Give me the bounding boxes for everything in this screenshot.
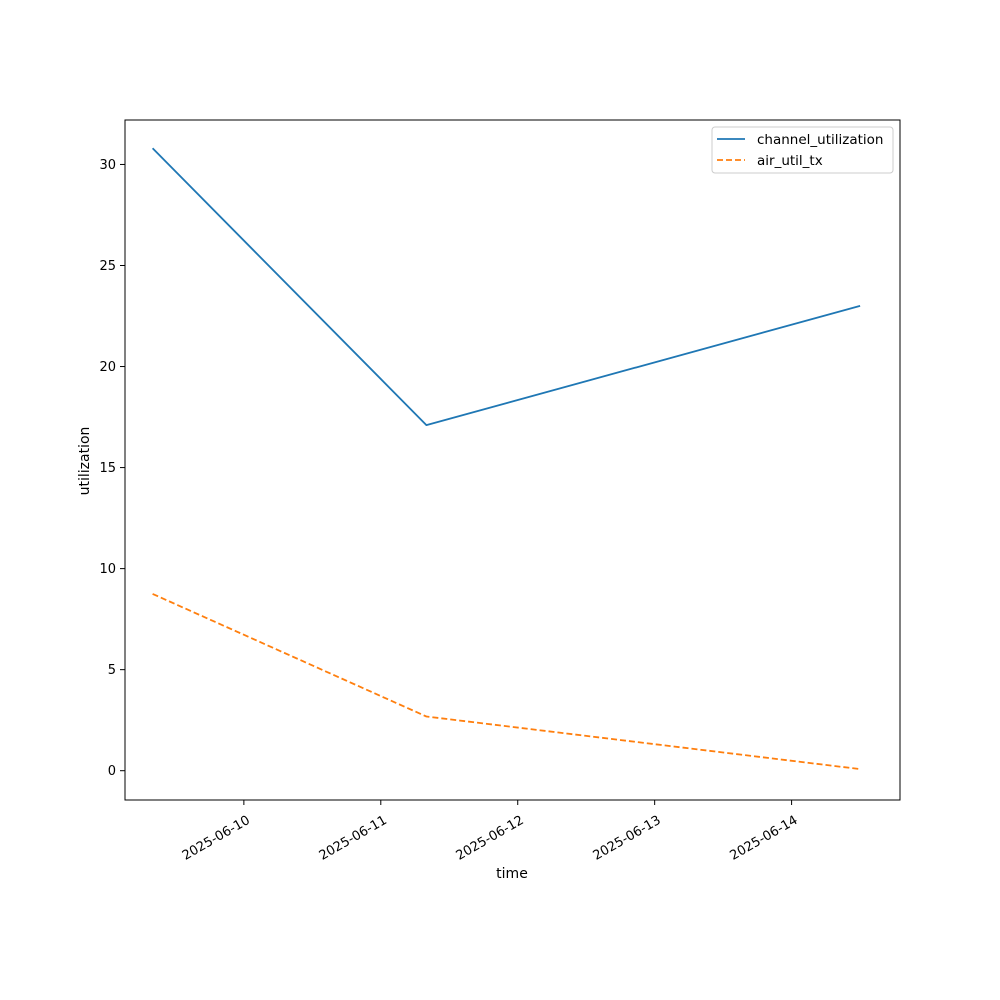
y-tick-label: 30 [99,158,116,173]
y-tick-label: 5 [108,663,116,678]
legend: channel_utilization air_util_tx [711,126,894,174]
legend-box [711,126,894,174]
legend-label: channel_utilization [757,132,884,148]
y-tick-label: 15 [99,461,116,476]
y-tick-label: 10 [99,562,116,577]
y-axis-label: utilization [77,427,93,496]
legend-label: air_util_tx [757,153,823,169]
y-tick-label: 25 [99,259,116,274]
x-axis-label: time [496,866,528,882]
y-axis: 0 5 10 15 20 25 30 [99,158,125,779]
y-tick-label: 20 [99,360,116,375]
series-line-air-util-tx [152,593,861,770]
plot-frame [124,119,901,801]
series-line-channel-utilization [151,147,861,427]
y-tick-label: 0 [108,764,116,779]
